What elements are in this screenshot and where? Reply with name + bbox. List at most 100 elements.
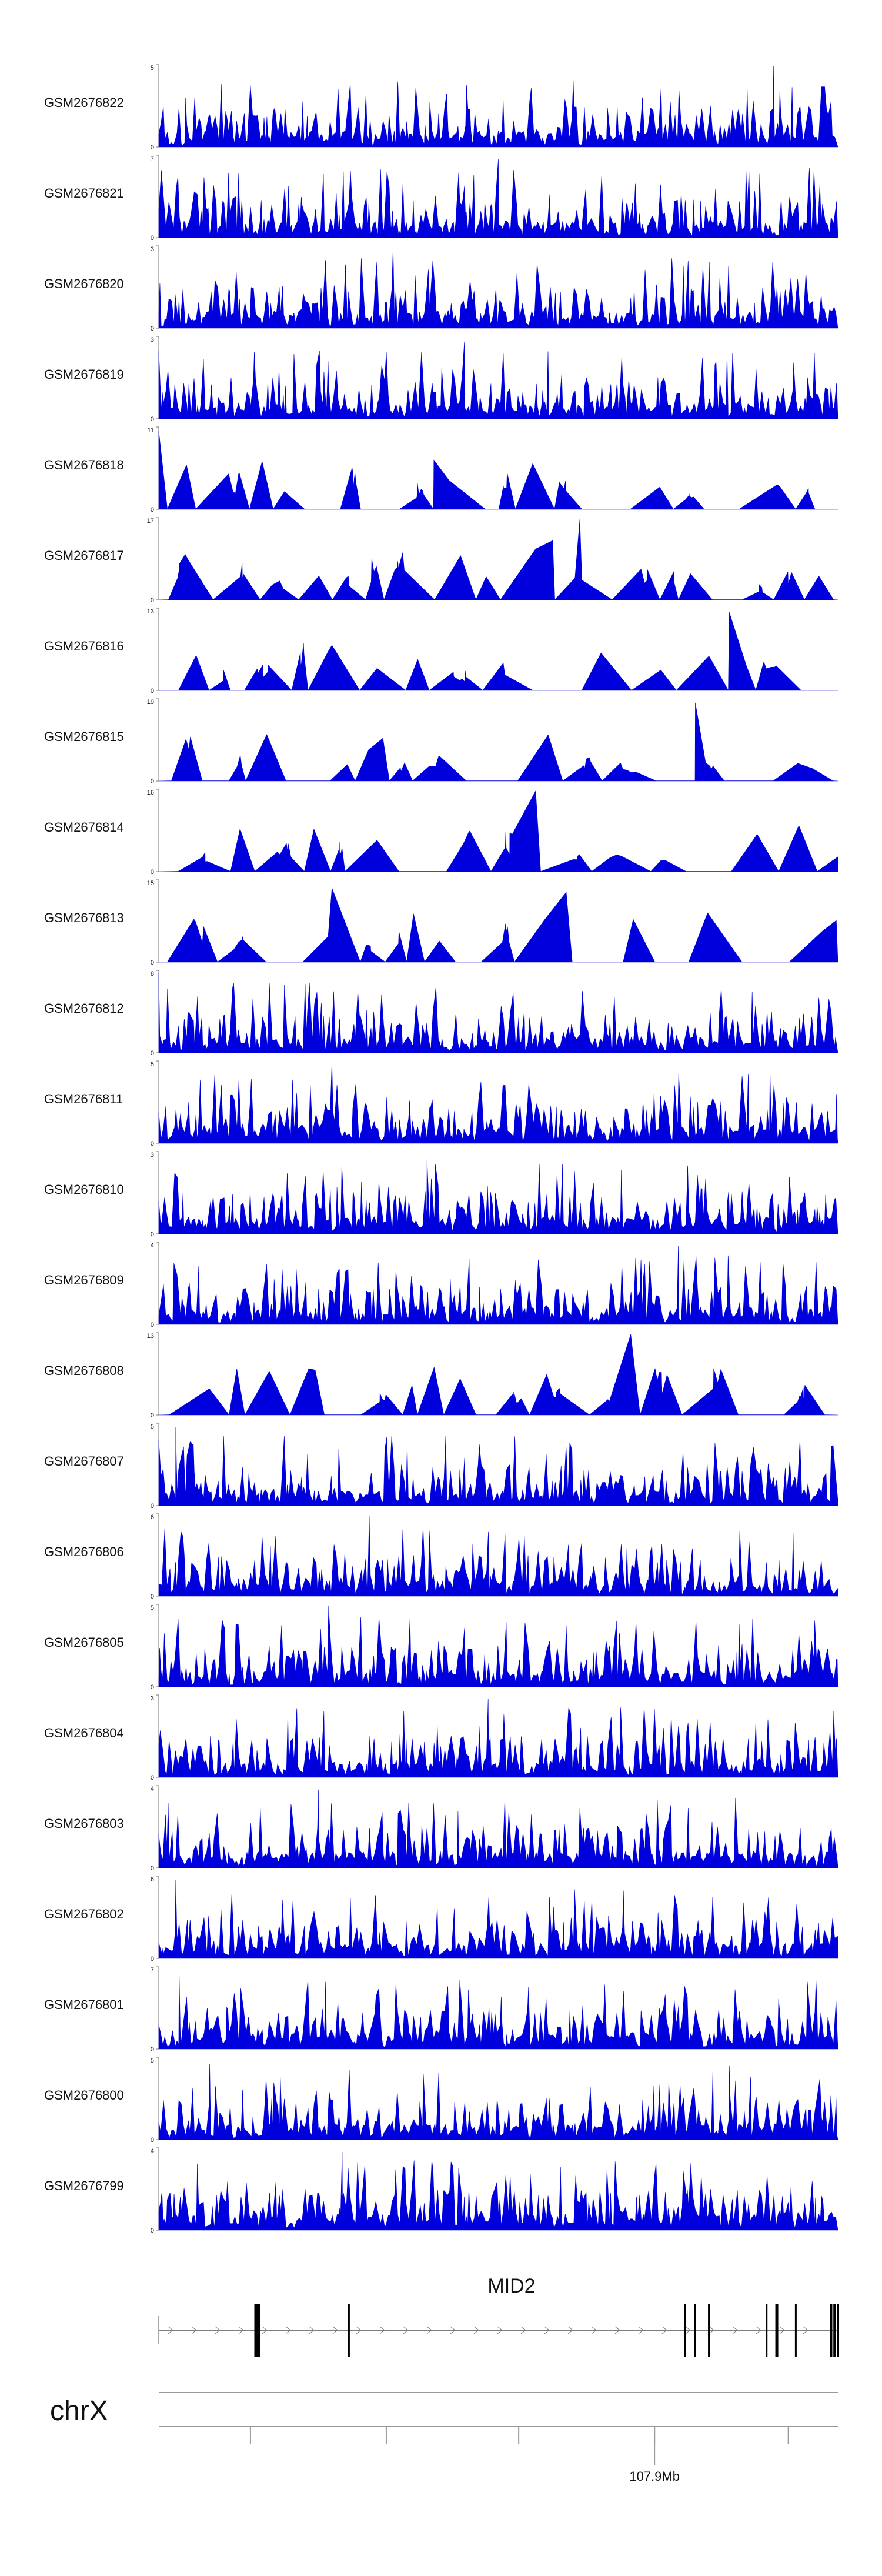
track-ymax-label: 15 bbox=[147, 880, 154, 887]
track-GSM2676802: GSM2676802 6 0 bbox=[44, 1876, 838, 1963]
coverage-area bbox=[158, 887, 838, 963]
coverage-area bbox=[158, 2063, 838, 2140]
track-ymin-label: 0 bbox=[151, 1231, 154, 1238]
track-ymax-label: 4 bbox=[151, 2148, 154, 2155]
track-ymax-label: 13 bbox=[147, 608, 154, 615]
strand-arrow bbox=[238, 2326, 244, 2334]
track-GSM2676805: GSM2676805 5 0 bbox=[44, 1604, 838, 1691]
coverage-area bbox=[158, 1880, 838, 1959]
track-GSM2676815: GSM2676815 19 0 bbox=[44, 698, 838, 785]
track-GSM2676801: GSM2676801 7 0 bbox=[44, 1966, 838, 2053]
track-GSM2676799: GSM2676799 4 0 bbox=[44, 2147, 838, 2234]
strand-arrow bbox=[544, 2326, 550, 2334]
strand-arrow bbox=[379, 2326, 385, 2334]
track-ymin-label: 0 bbox=[151, 144, 154, 151]
coverage-area bbox=[158, 1246, 838, 1325]
coverage-area bbox=[158, 519, 838, 600]
track-label: GSM2676809 bbox=[44, 1273, 124, 1287]
strand-arrow bbox=[779, 2326, 785, 2334]
track-ymax-label: 7 bbox=[151, 1967, 154, 1974]
gene-exon bbox=[830, 2304, 833, 2357]
track-ymax-label: 4 bbox=[151, 1242, 154, 1249]
gene-exon bbox=[794, 2304, 797, 2357]
track-ymax-label: 7 bbox=[151, 155, 154, 162]
coverage-area bbox=[158, 159, 838, 238]
track-GSM2676822: GSM2676822 5 0 bbox=[44, 64, 838, 151]
strand-arrow bbox=[638, 2326, 644, 2334]
track-ymax-label: 6 bbox=[151, 1876, 154, 1883]
track-label: GSM2676799 bbox=[44, 2178, 124, 2193]
gene-exon bbox=[833, 2304, 836, 2357]
gene-exon bbox=[684, 2304, 686, 2357]
track-label: GSM2676818 bbox=[44, 458, 124, 472]
track-ymin-label: 0 bbox=[151, 688, 154, 695]
coverage-area bbox=[158, 790, 838, 872]
coverage-area bbox=[158, 2151, 838, 2231]
strand-arrow bbox=[473, 2326, 479, 2334]
track-label: GSM2676815 bbox=[44, 729, 124, 744]
track-ymin-label: 0 bbox=[151, 778, 154, 785]
track-label: GSM2676820 bbox=[44, 276, 124, 291]
coverage-area bbox=[158, 1516, 838, 1597]
track-ymax-label: 17 bbox=[147, 518, 154, 525]
track-ymin-label: 0 bbox=[151, 506, 154, 513]
track-ymin-label: 0 bbox=[151, 2227, 154, 2234]
coverage-area bbox=[158, 431, 838, 510]
strand-arrow bbox=[520, 2326, 526, 2334]
track-label: GSM2676822 bbox=[44, 95, 124, 110]
track-ymin-label: 0 bbox=[151, 869, 154, 876]
track-ymin-label: 0 bbox=[151, 1412, 154, 1419]
coverage-area bbox=[158, 342, 838, 419]
track-ymin-label: 0 bbox=[151, 1684, 154, 1691]
track-GSM2676804: GSM2676804 3 0 bbox=[44, 1694, 838, 1781]
strand-arrow bbox=[732, 2326, 738, 2334]
strand-arrow bbox=[803, 2326, 808, 2334]
strand-arrow bbox=[332, 2326, 338, 2334]
coverage-area bbox=[158, 612, 838, 691]
track-label: GSM2676810 bbox=[44, 1182, 124, 1197]
track-ymax-label: 3 bbox=[151, 1695, 154, 1702]
gene-annotation-track: MID2 bbox=[158, 2275, 839, 2357]
chromosome-label: chrX bbox=[50, 2395, 108, 2427]
coverage-area bbox=[158, 702, 838, 782]
track-label: GSM2676805 bbox=[44, 1635, 124, 1650]
track-GSM2676808: GSM2676808 13 0 bbox=[44, 1332, 838, 1419]
gene-exon bbox=[348, 2304, 350, 2357]
strand-arrow bbox=[567, 2326, 573, 2334]
coverage-area bbox=[158, 1159, 838, 1234]
track-ymax-label: 5 bbox=[151, 65, 154, 72]
track-label: GSM2676817 bbox=[44, 548, 124, 563]
track-ymax-label: 3 bbox=[151, 336, 154, 343]
track-ymin-label: 0 bbox=[151, 1865, 154, 1872]
track-ymax-label: 3 bbox=[151, 1152, 154, 1159]
track-ymin-label: 0 bbox=[151, 959, 154, 966]
track-label: GSM2676803 bbox=[44, 1816, 124, 1831]
track-GSM2676817: GSM2676817 17 0 bbox=[44, 517, 838, 604]
track-label: GSM2676801 bbox=[44, 1997, 124, 2012]
track-ymax-label: 13 bbox=[147, 1333, 154, 1340]
track-ymax-label: 19 bbox=[147, 699, 154, 706]
coverage-area bbox=[158, 1970, 838, 2050]
track-label: GSM2676821 bbox=[44, 186, 124, 201]
track-GSM2676814: GSM2676814 16 0 bbox=[44, 789, 838, 876]
track-ymin-label: 0 bbox=[151, 1322, 154, 1329]
track-GSM2676806: GSM2676806 6 0 bbox=[44, 1513, 838, 1600]
coverage-area bbox=[158, 248, 838, 329]
track-ymin-label: 0 bbox=[151, 1050, 154, 1057]
track-ymin-label: 0 bbox=[151, 1503, 154, 1510]
coverage-area bbox=[158, 1699, 838, 1778]
track-ymin-label: 0 bbox=[151, 325, 154, 332]
track-label: GSM2676808 bbox=[44, 1363, 124, 1378]
track-ymax-label: 11 bbox=[148, 427, 154, 434]
track-GSM2676810: GSM2676810 3 0 bbox=[44, 1151, 838, 1238]
track-label: GSM2676804 bbox=[44, 1726, 124, 1740]
track-GSM2676820: GSM2676820 3 0 bbox=[44, 245, 838, 332]
track-GSM2676818: GSM2676818 11 0 bbox=[44, 426, 838, 513]
track-ymax-label: 5 bbox=[151, 1423, 154, 1430]
track-ymin-label: 0 bbox=[151, 2046, 154, 2053]
track-ymin-label: 0 bbox=[151, 235, 154, 242]
coverage-area bbox=[158, 1789, 838, 1868]
coordinate-label: 107.9Mb bbox=[629, 2469, 680, 2484]
track-ymax-label: 5 bbox=[151, 1604, 154, 1611]
gene-exon bbox=[766, 2304, 768, 2357]
